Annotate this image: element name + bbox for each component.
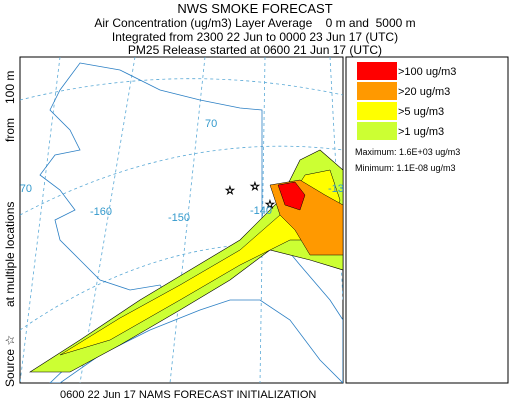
source-star: ☆ [250,181,260,193]
graticule-label: -140 [250,205,272,217]
legend-label: >5 ug/m3 [398,106,444,118]
map: ☆ ☆ ☆ -170 -160 -150 -140 -130 70 [10,57,350,383]
legend-label: >20 ug/m3 [398,86,450,98]
source-star: ☆ [225,185,235,197]
source-star: ☆ [265,199,275,211]
side-label: Source ☆ at multiple locations from 100 … [3,71,17,387]
legend-swatch [357,82,397,100]
legend-swatch [357,102,397,120]
side-label-part: from [3,118,17,142]
sources: ☆ ☆ ☆ [225,181,276,212]
side-label-part: Source ☆ [3,335,17,387]
graticule-label: -170 [10,183,32,195]
legend-label: >100 ug/m3 [398,66,456,78]
subtitle: Integrated from 2300 22 Jun to 0000 23 J… [112,30,398,44]
legend-max: Maximum: 1.6E+03 ug/m3 [355,147,460,157]
legend-swatch [357,122,397,140]
legend: >100 ug/m3 >20 ug/m3 >5 ug/m3 >1 ug/m3 [357,62,456,140]
graticule-label: 70 [205,118,217,130]
smoke-area [277,181,306,211]
graticule-label: -150 [168,212,190,224]
side-label-part: at multiple locations [3,202,17,307]
legend-min: Minimum: 1.1E-08 ug/m3 [355,163,456,173]
graticule-label: -130 [328,183,350,195]
subtitle: PM25 Release started at 0600 21 Jun 17 (… [128,43,382,57]
footer: 0600 22 Jun 17 NAMS FORECAST INITIALIZAT… [60,389,316,401]
subtitle: Air Concentration (ug/m3) Layer Average … [94,16,415,30]
legend-label: >1 ug/m3 [398,126,444,138]
side-label-part: 100 m [3,71,17,104]
legend-swatch [357,62,397,80]
graticule-label: -160 [90,206,112,218]
smoke-area [28,149,343,373]
title: NWS SMOKE FORECAST [177,1,332,16]
